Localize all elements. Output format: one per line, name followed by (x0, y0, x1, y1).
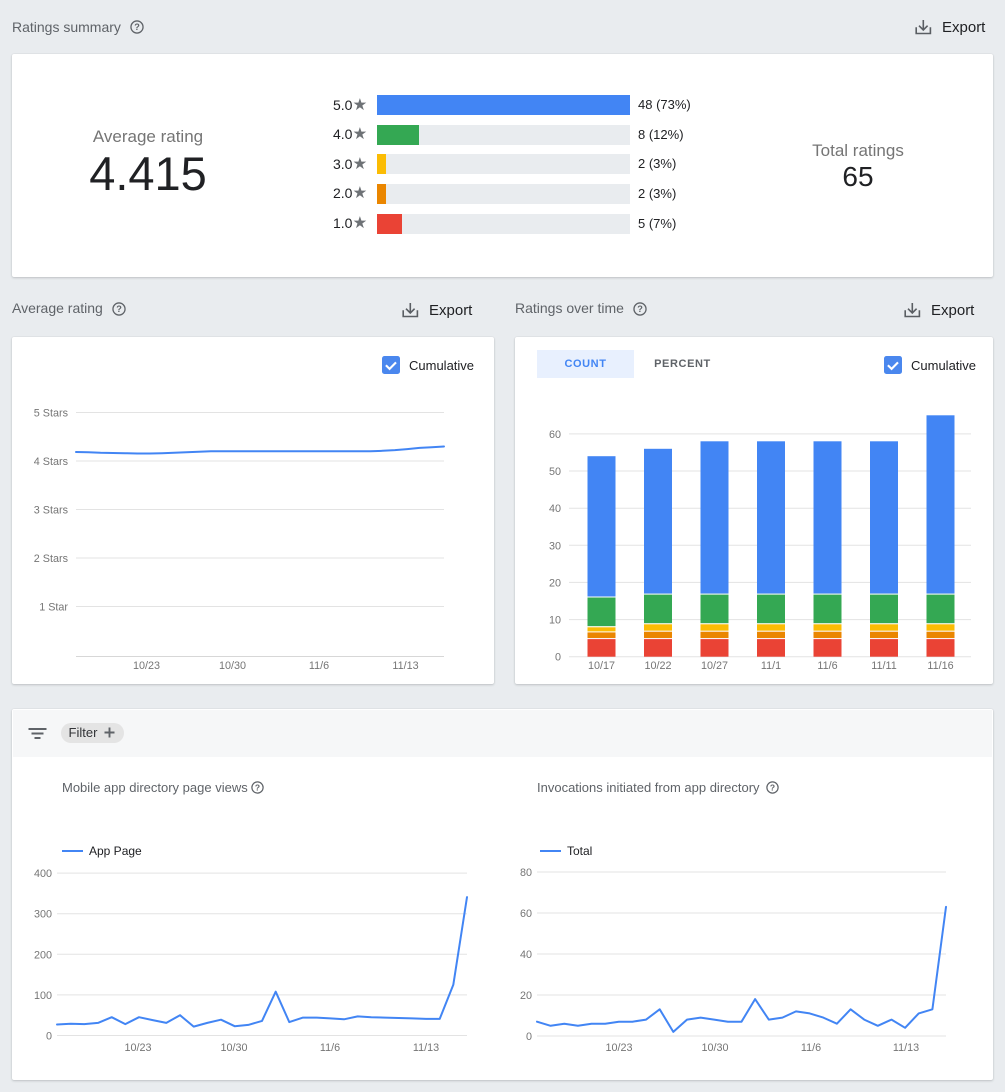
svg-text:10/30: 10/30 (220, 1042, 247, 1054)
svg-text:?: ? (116, 304, 122, 314)
svg-text:0: 0 (555, 652, 561, 664)
svg-text:10/23: 10/23 (605, 1042, 632, 1054)
svg-text:30: 30 (549, 540, 561, 552)
svg-text:11/1: 11/1 (761, 660, 781, 672)
svg-text:10/23: 10/23 (124, 1042, 151, 1054)
svg-text:10/30: 10/30 (701, 1042, 728, 1054)
svg-text:3 Stars: 3 Stars (34, 505, 69, 517)
svg-text:11/6: 11/6 (320, 1042, 340, 1054)
svg-text:400: 400 (34, 868, 52, 880)
svg-text:?: ? (134, 22, 140, 32)
svg-text:10/17: 10/17 (588, 660, 615, 672)
svg-text:0: 0 (526, 1031, 532, 1043)
svg-text:11/13: 11/13 (893, 1042, 919, 1054)
svg-text:10/30: 10/30 (219, 660, 246, 672)
svg-text:11/6: 11/6 (801, 1042, 821, 1054)
svg-text:100: 100 (34, 990, 52, 1002)
svg-text:10/22: 10/22 (644, 660, 671, 672)
svg-text:40: 40 (520, 949, 532, 961)
svg-text:11/16: 11/16 (927, 660, 953, 672)
svg-text:10/23: 10/23 (133, 660, 160, 672)
svg-text:1 Star: 1 Star (39, 602, 68, 614)
svg-text:11/6: 11/6 (817, 660, 837, 672)
svg-text:80: 80 (520, 867, 532, 879)
svg-text:11/13: 11/13 (413, 1042, 439, 1054)
svg-text:300: 300 (34, 909, 52, 921)
svg-text:2 Stars: 2 Stars (34, 553, 69, 565)
svg-text:11/11: 11/11 (871, 660, 896, 672)
svg-text:4 Stars: 4 Stars (34, 456, 69, 468)
svg-text:20: 20 (520, 990, 532, 1002)
svg-text:?: ? (769, 782, 774, 792)
svg-text:60: 60 (549, 429, 561, 441)
svg-text:11/6: 11/6 (309, 660, 329, 672)
svg-text:40: 40 (549, 503, 561, 515)
svg-text:11/13: 11/13 (392, 660, 418, 672)
svg-text:10: 10 (549, 615, 561, 627)
svg-text:0: 0 (46, 1031, 52, 1043)
svg-text:200: 200 (34, 949, 52, 961)
svg-text:60: 60 (520, 908, 532, 920)
svg-text:10/27: 10/27 (701, 660, 728, 672)
svg-text:5 Stars: 5 Stars (34, 408, 69, 420)
svg-text:?: ? (637, 304, 643, 314)
svg-text:?: ? (254, 782, 259, 792)
svg-text:20: 20 (549, 577, 561, 589)
svg-text:50: 50 (549, 466, 561, 478)
